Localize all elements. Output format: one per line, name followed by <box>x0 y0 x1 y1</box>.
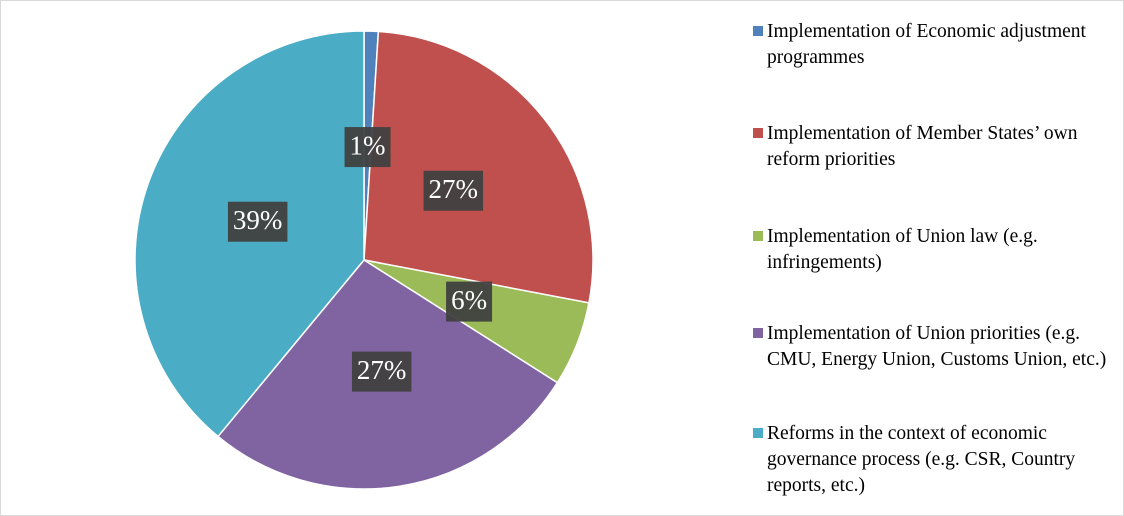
data-label-box <box>446 281 493 322</box>
legend-swatch <box>753 26 763 36</box>
data-label-box <box>227 201 288 242</box>
data-label: 1% <box>344 127 391 168</box>
legend-label: Reforms in the context of economic gover… <box>767 423 1076 496</box>
legend-swatch <box>753 231 763 241</box>
data-label: 27% <box>423 170 484 211</box>
legend-item: Implementation of Union law (e.g. infrin… <box>753 224 1123 276</box>
legend-item: Implementation of Union priorities (e.g.… <box>753 321 1123 373</box>
data-label: 27% <box>351 351 412 392</box>
data-label-box <box>351 351 412 392</box>
legend-label: Implementation of Member States’ own ref… <box>767 123 1078 170</box>
data-label-text: 27% <box>357 355 407 385</box>
data-label-text: 1% <box>350 130 386 160</box>
legend-item: Reforms in the context of economic gover… <box>753 421 1123 499</box>
legend-swatch <box>753 328 763 338</box>
legend-label: Implementation of Union law (e.g. infrin… <box>767 226 1038 273</box>
data-label: 39% <box>227 201 288 242</box>
data-label-box <box>344 127 391 168</box>
legend-label: Implementation of Union priorities (e.g.… <box>767 323 1107 370</box>
data-label: 6% <box>446 281 493 322</box>
data-label-box <box>423 170 484 211</box>
pie-slice <box>363 30 594 304</box>
legend-swatch <box>753 428 763 438</box>
data-label-text: 6% <box>451 285 487 315</box>
data-label-text: 27% <box>429 174 479 204</box>
legend-item: Implementation of Member States’ own ref… <box>753 121 1123 173</box>
legend-swatch <box>753 128 763 138</box>
data-label-text: 39% <box>233 205 283 235</box>
legend-item: Implementation of Economic adjustment pr… <box>753 19 1123 71</box>
legend-label: Implementation of Economic adjustment pr… <box>767 21 1086 68</box>
pie-area: 1% 27% 6% 27% 39% <box>134 30 594 490</box>
